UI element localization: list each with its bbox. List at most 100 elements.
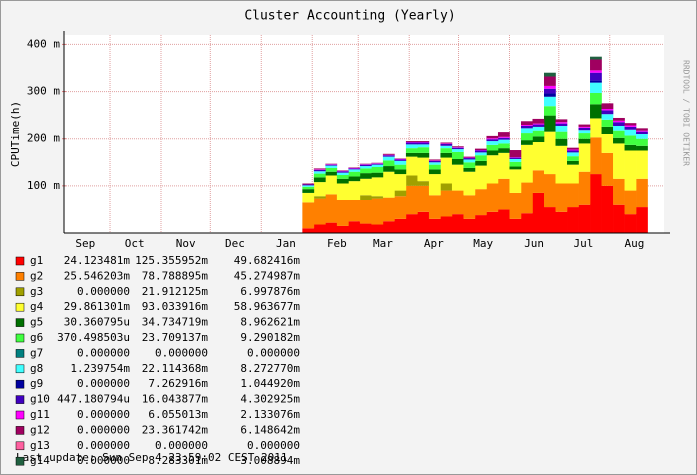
area-segment (417, 152, 430, 158)
area-segment (590, 137, 602, 175)
area-segment (601, 152, 614, 186)
area-segment (544, 106, 556, 116)
area-segment (371, 224, 384, 233)
area-segment (555, 119, 568, 123)
area-segment (486, 155, 499, 184)
legend-stat: 6.055013m (148, 408, 208, 421)
area-segment (371, 163, 384, 165)
area-segment (359, 195, 372, 200)
area-segment (371, 167, 384, 173)
area-segment (382, 155, 395, 157)
area-segment (325, 165, 338, 168)
legend-label: g4 (30, 300, 44, 313)
legend-label: g6 (30, 331, 43, 344)
area-segment (325, 222, 338, 233)
legend-stat: 30.360795u (64, 316, 130, 329)
x-tick-label: Jul (574, 237, 594, 250)
area-segment (567, 149, 579, 151)
area-segment (636, 145, 648, 151)
area-segment (509, 192, 522, 219)
area-segment (578, 127, 591, 131)
area-segment (509, 166, 522, 170)
area-segment (636, 207, 648, 233)
area-segment (451, 214, 464, 233)
area-segment (486, 139, 499, 142)
legend-label: g13 (30, 439, 50, 452)
area-segment (313, 224, 326, 233)
area-segment (636, 130, 648, 132)
area-segment (624, 150, 637, 191)
area-segment (601, 126, 614, 134)
area-segment (336, 183, 349, 200)
area-segment (371, 196, 384, 199)
legend-swatch (15, 272, 25, 281)
legend-stat: 0.000000 (155, 439, 208, 452)
area-segment (555, 131, 568, 139)
area-segment (590, 56, 602, 60)
legend-swatch (15, 426, 25, 435)
area-segment (440, 190, 453, 217)
area-segment (313, 198, 326, 225)
area-segment (486, 141, 499, 145)
area-segment (336, 225, 349, 233)
area-segment (359, 168, 372, 174)
area-segment (382, 171, 395, 198)
area-segment (405, 142, 418, 145)
area-segment (428, 169, 441, 175)
area-segment (382, 166, 395, 172)
area-segment (348, 221, 361, 233)
legend-stat: 23.361742m (142, 423, 209, 436)
area-segment (555, 122, 568, 124)
legend-stat: 125.355952m (135, 254, 208, 267)
area-segment (555, 138, 568, 146)
legend-stat: 0.000000 (77, 377, 130, 390)
area-segment (486, 211, 499, 233)
area-segment (313, 173, 326, 178)
legend-stat: 8.962621m (240, 316, 300, 329)
area-segment (474, 160, 487, 166)
legend-swatch (15, 456, 25, 466)
area-segment (428, 174, 441, 196)
area-segment (474, 152, 487, 156)
area-segment (302, 189, 315, 193)
area-segment (497, 209, 510, 233)
legend-stat: 0.000000 (155, 346, 208, 359)
area-segment (486, 144, 499, 151)
legend-stat: 0.000000 (77, 285, 130, 298)
area-segment (474, 150, 487, 153)
legend-stat: 29.861301m (64, 300, 131, 313)
y-tick-label: 300 m (27, 85, 60, 98)
legend-stat: 49.682416m (234, 254, 301, 267)
area-segment (359, 223, 372, 233)
area-segment (474, 215, 487, 233)
area-segment (590, 59, 602, 71)
area-segment (590, 80, 602, 83)
area-segment (394, 169, 407, 175)
legend-swatch (15, 318, 25, 327)
area-segment (613, 130, 625, 138)
area-segment (624, 214, 637, 233)
area-segment (613, 137, 625, 144)
area-segment (302, 184, 315, 186)
area-segment (417, 211, 430, 233)
area-segment (486, 150, 499, 156)
area-segment (336, 178, 349, 184)
area-segment (463, 162, 476, 168)
area-segment (417, 181, 430, 186)
area-segment (544, 115, 556, 132)
area-segment (417, 157, 430, 182)
legend-swatch (15, 379, 25, 389)
area-segment (405, 141, 418, 143)
legend-stat: 22.114368m (142, 362, 209, 375)
area-segment (428, 218, 441, 233)
legend-stat: 0.000000 (247, 346, 300, 359)
area-segment (474, 155, 487, 161)
area-segment (590, 72, 602, 81)
area-segment (509, 157, 522, 159)
area-segment (497, 143, 510, 149)
legend-swatch (15, 395, 25, 404)
legend-stat: 1.239754m (70, 362, 130, 375)
area-segment (613, 122, 625, 126)
area-segment (578, 143, 591, 172)
area-segment (509, 158, 522, 162)
